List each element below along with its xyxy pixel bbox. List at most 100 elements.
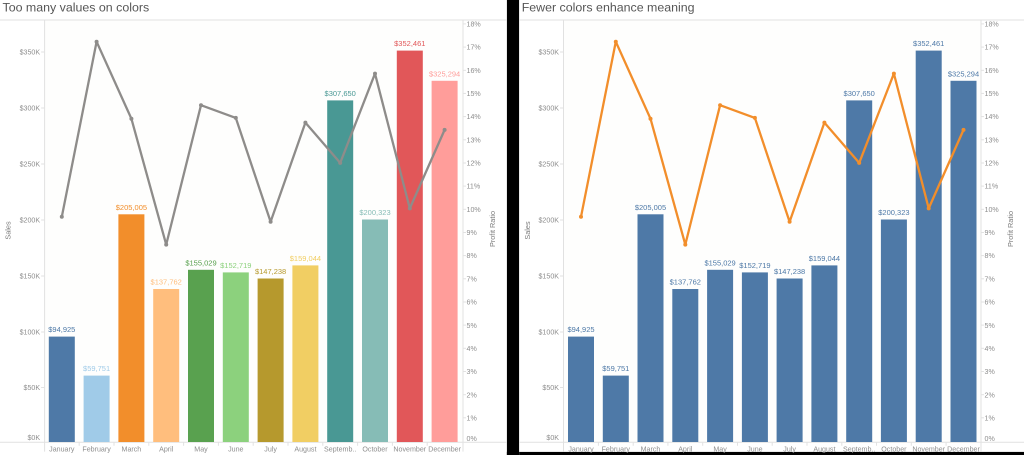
svg-text:$352,461: $352,461 bbox=[394, 39, 425, 48]
svg-text:August: August bbox=[294, 445, 316, 453]
svg-text:2%: 2% bbox=[985, 391, 996, 399]
svg-text:18%: 18% bbox=[985, 21, 1000, 29]
svg-text:4%: 4% bbox=[467, 345, 478, 353]
svg-text:$155,029: $155,029 bbox=[704, 258, 735, 267]
svg-text:6%: 6% bbox=[467, 299, 478, 307]
svg-text:Too many values on colors: Too many values on colors bbox=[3, 1, 150, 15]
svg-text:December: December bbox=[947, 445, 980, 453]
svg-text:$50K: $50K bbox=[542, 384, 559, 392]
svg-text:6%: 6% bbox=[985, 299, 996, 307]
svg-text:7%: 7% bbox=[467, 275, 478, 283]
svg-text:$205,005: $205,005 bbox=[635, 203, 666, 212]
svg-text:10%: 10% bbox=[467, 206, 482, 214]
svg-text:3%: 3% bbox=[467, 368, 478, 376]
svg-text:17%: 17% bbox=[985, 44, 1000, 52]
svg-text:11%: 11% bbox=[467, 183, 481, 191]
svg-text:$200,323: $200,323 bbox=[878, 208, 909, 217]
svg-text:April: April bbox=[159, 445, 174, 453]
svg-text:14%: 14% bbox=[467, 113, 482, 121]
svg-text:$150K: $150K bbox=[20, 273, 41, 281]
svg-text:Septemb..: Septemb.. bbox=[324, 445, 356, 453]
svg-text:9%: 9% bbox=[467, 229, 478, 237]
svg-text:June: June bbox=[228, 445, 243, 453]
svg-text:$300K: $300K bbox=[538, 105, 559, 113]
svg-text:Profit Ratio: Profit Ratio bbox=[1006, 211, 1015, 247]
svg-text:October: October bbox=[881, 445, 907, 453]
svg-text:16%: 16% bbox=[985, 67, 1000, 75]
svg-text:January: January bbox=[49, 445, 75, 453]
svg-text:16%: 16% bbox=[467, 67, 482, 75]
svg-text:14%: 14% bbox=[985, 113, 1000, 121]
svg-text:$200K: $200K bbox=[538, 217, 559, 225]
svg-text:$0K: $0K bbox=[546, 434, 559, 442]
svg-text:May: May bbox=[713, 445, 727, 453]
svg-text:July: July bbox=[264, 445, 277, 453]
svg-text:7%: 7% bbox=[985, 275, 996, 283]
svg-text:April: April bbox=[678, 445, 693, 453]
svg-text:$137,762: $137,762 bbox=[151, 278, 182, 287]
svg-text:$155,029: $155,029 bbox=[185, 258, 216, 267]
svg-text:$137,762: $137,762 bbox=[670, 278, 701, 287]
svg-text:$94,925: $94,925 bbox=[567, 325, 594, 334]
svg-text:11%: 11% bbox=[985, 183, 999, 191]
svg-text:$147,238: $147,238 bbox=[774, 267, 805, 276]
svg-text:17%: 17% bbox=[467, 44, 482, 52]
svg-text:0%: 0% bbox=[467, 435, 478, 443]
svg-text:March: March bbox=[122, 445, 142, 453]
svg-text:13%: 13% bbox=[467, 136, 482, 144]
svg-text:$150K: $150K bbox=[538, 273, 559, 281]
svg-text:$352,461: $352,461 bbox=[913, 39, 944, 48]
svg-text:$325,294: $325,294 bbox=[429, 69, 460, 78]
svg-text:8%: 8% bbox=[985, 252, 996, 260]
svg-text:$300K: $300K bbox=[20, 105, 41, 113]
svg-text:$200,323: $200,323 bbox=[359, 208, 390, 217]
svg-text:$205,005: $205,005 bbox=[116, 203, 147, 212]
svg-text:December: December bbox=[428, 445, 461, 453]
svg-text:August: August bbox=[813, 445, 835, 453]
svg-text:12%: 12% bbox=[467, 160, 482, 168]
svg-text:May: May bbox=[194, 445, 208, 453]
svg-text:Septemb..: Septemb.. bbox=[843, 445, 875, 453]
svg-text:$59,751: $59,751 bbox=[83, 364, 110, 373]
svg-text:February: February bbox=[602, 445, 631, 453]
svg-text:July: July bbox=[783, 445, 796, 453]
svg-text:13%: 13% bbox=[985, 136, 1000, 144]
svg-text:1%: 1% bbox=[467, 414, 478, 422]
svg-text:18%: 18% bbox=[467, 21, 482, 29]
svg-text:5%: 5% bbox=[985, 322, 996, 330]
svg-text:8%: 8% bbox=[467, 252, 478, 260]
svg-text:November: November bbox=[393, 445, 426, 453]
svg-text:January: January bbox=[568, 445, 594, 453]
svg-text:5%: 5% bbox=[467, 322, 478, 330]
svg-text:9%: 9% bbox=[985, 229, 996, 237]
svg-text:$250K: $250K bbox=[538, 161, 559, 169]
svg-text:10%: 10% bbox=[985, 206, 1000, 214]
svg-text:$307,650: $307,650 bbox=[844, 89, 875, 98]
svg-text:$350K: $350K bbox=[538, 49, 559, 57]
svg-text:$307,650: $307,650 bbox=[325, 89, 356, 98]
svg-text:$325,294: $325,294 bbox=[948, 69, 979, 78]
svg-text:15%: 15% bbox=[467, 90, 482, 98]
svg-text:15%: 15% bbox=[985, 90, 1000, 98]
svg-text:$59,751: $59,751 bbox=[602, 364, 629, 373]
svg-text:1%: 1% bbox=[985, 414, 996, 422]
svg-text:February: February bbox=[82, 445, 111, 453]
svg-text:$147,238: $147,238 bbox=[255, 267, 286, 276]
svg-text:4%: 4% bbox=[985, 345, 996, 353]
svg-text:October: October bbox=[362, 445, 388, 453]
svg-text:$350K: $350K bbox=[20, 49, 41, 57]
svg-text:Sales: Sales bbox=[4, 221, 13, 240]
svg-text:$100K: $100K bbox=[538, 329, 559, 337]
svg-text:$50K: $50K bbox=[24, 384, 41, 392]
svg-text:$159,044: $159,044 bbox=[809, 254, 840, 263]
svg-text:March: March bbox=[641, 445, 661, 453]
svg-text:June: June bbox=[747, 445, 762, 453]
svg-text:Profit Ratio: Profit Ratio bbox=[488, 211, 497, 247]
svg-text:$94,925: $94,925 bbox=[48, 325, 75, 334]
svg-text:Fewer colors enhance meaning: Fewer colors enhance meaning bbox=[522, 1, 695, 15]
svg-text:$152,719: $152,719 bbox=[739, 261, 770, 270]
svg-text:0%: 0% bbox=[985, 435, 996, 443]
svg-text:$200K: $200K bbox=[20, 217, 41, 225]
svg-text:$159,044: $159,044 bbox=[290, 254, 321, 263]
svg-text:3%: 3% bbox=[985, 368, 996, 376]
